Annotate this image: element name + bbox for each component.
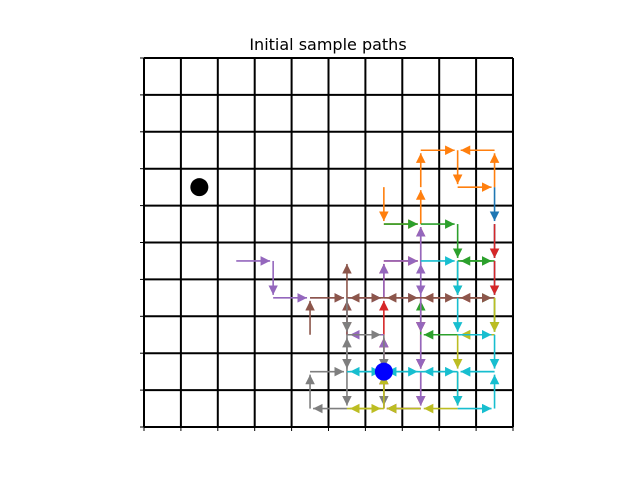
- black-dot: [190, 178, 209, 197]
- markers: [190, 178, 393, 381]
- chart-title: Initial sample paths: [249, 35, 406, 54]
- blue-dot: [374, 362, 393, 381]
- axis-ticks: [140, 57, 514, 431]
- grid: [143, 57, 514, 428]
